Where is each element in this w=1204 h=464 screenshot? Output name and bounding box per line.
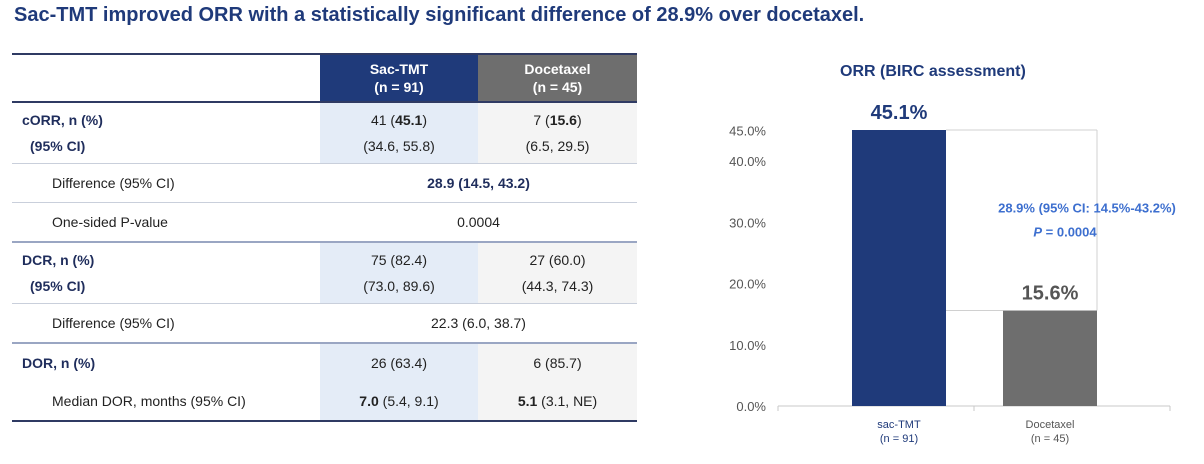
corr-doc-value: 7 (15.6) — [478, 102, 637, 133]
chart-title: ORR (BIRC assessment) — [840, 63, 1026, 80]
dcr-sac-value: 75 (82.4) — [320, 242, 478, 273]
table-row-corr-diff: Difference (95% CI) 28.9 (14.5, 43.2) — [12, 163, 637, 203]
dcr-doc-value: 27 (60.0) — [478, 242, 637, 273]
dcr-sac-ci: (73.0, 89.6) — [320, 273, 478, 304]
bar-value-label: 45.1% — [871, 102, 928, 124]
corr-ci-label: (95% CI) — [12, 133, 320, 164]
corr-sac-ci: (34.6, 55.8) — [320, 133, 478, 164]
median-dor-sac-value: 7.0 (5.4, 9.1) — [320, 382, 478, 422]
y-tick-label: 45.0% — [729, 124, 766, 139]
corr-diff-value: 28.9 (14.5, 43.2) — [320, 163, 637, 203]
header-sac-tmt-name: Sac-TMT — [369, 61, 429, 77]
header-docetaxel-n: (n = 45) — [532, 79, 583, 95]
median-dor-doc-value: 5.1 (3.1, NE) — [478, 382, 637, 422]
y-tick-label: 10.0% — [729, 338, 766, 353]
dcr-doc-ci: (44.3, 74.3) — [478, 273, 637, 304]
orr-bar-chart: 0.0% 10.0% 20.0% 30.0% 40.0% 45.0% 45.1% sac-TM… — [729, 102, 1176, 445]
corr-doc-ci: (6.5, 29.5) — [478, 133, 637, 164]
table-row-dcr-ci: (95% CI) (73.0, 89.6) (44.3, 74.3) — [12, 273, 637, 304]
median-dor-label: Median DOR, months (95% CI) — [12, 382, 320, 422]
x-category-label: Docetaxel — [1026, 419, 1075, 431]
table-row-dor: DOR, n (%) 26 (63.4) 6 (85.7) — [12, 343, 637, 382]
dcr-diff-value: 22.3 (6.0, 38.7) — [320, 303, 637, 344]
table-row-corr-p: One-sided P-value 0.0004 — [12, 202, 637, 243]
corr-diff-label: Difference (95% CI) — [12, 163, 320, 203]
table-row-dcr-diff: Difference (95% CI) 22.3 (6.0, 38.7) — [12, 303, 637, 344]
x-category-sublabel: (n = 91) — [880, 433, 918, 445]
page-title: Sac-TMT improved ORR with a statisticall… — [14, 4, 865, 26]
corr-sac-value: 41 (45.1) — [320, 102, 478, 133]
table-row-dcr: DCR, n (%) 75 (82.4) 27 (60.0) — [12, 242, 637, 273]
table-row-corr: cORR, n (%) 41 (45.1) 7 (15.6) — [12, 102, 637, 133]
corr-p-value: 0.0004 — [320, 202, 637, 243]
dcr-diff-label: Difference (95% CI) — [12, 303, 320, 344]
dor-doc-value: 6 (85.7) — [478, 343, 637, 382]
table-row-corr-ci: (95% CI) (34.6, 55.8) (6.5, 29.5) — [12, 133, 637, 164]
dcr-label: DCR, n (%) — [22, 252, 95, 268]
header-sac-tmt: Sac-TMT (n = 91) — [320, 53, 478, 103]
corr-p-label: One-sided P-value — [12, 202, 320, 243]
header-empty-cell — [12, 53, 320, 103]
x-category-sublabel: (n = 45) — [1031, 433, 1069, 445]
table-row-median-dor: Median DOR, months (95% CI) 7.0 (5.4, 9.… — [12, 382, 637, 422]
bar-value-label: 15.6% — [1022, 283, 1079, 305]
dcr-ci-label: (95% CI) — [12, 273, 320, 304]
header-docetaxel-name: Docetaxel — [524, 61, 591, 77]
bar — [852, 130, 946, 406]
dor-sac-value: 26 (63.4) — [320, 343, 478, 382]
bar — [1003, 310, 1097, 406]
p-value-annotation: P = 0.0004 — [1033, 224, 1097, 239]
y-tick-label: 20.0% — [729, 277, 766, 292]
y-tick-label: 0.0% — [736, 399, 766, 414]
y-tick-label: 30.0% — [729, 215, 766, 230]
table-header-row: Sac-TMT (n = 91) Docetaxel (n = 45) — [12, 53, 637, 103]
x-category-label: sac-TMT — [877, 419, 921, 431]
header-docetaxel: Docetaxel (n = 45) — [478, 53, 637, 103]
difference-annotation: 28.9% (95% CI: 14.5%-43.2%) — [998, 200, 1176, 215]
corr-label: cORR, n (%) — [22, 112, 103, 128]
y-tick-label: 40.0% — [729, 154, 766, 169]
dor-label: DOR, n (%) — [22, 355, 96, 371]
results-table: Sac-TMT (n = 91) Docetaxel (n = 45) cORR… — [12, 53, 637, 422]
header-sac-tmt-n: (n = 91) — [374, 79, 424, 95]
